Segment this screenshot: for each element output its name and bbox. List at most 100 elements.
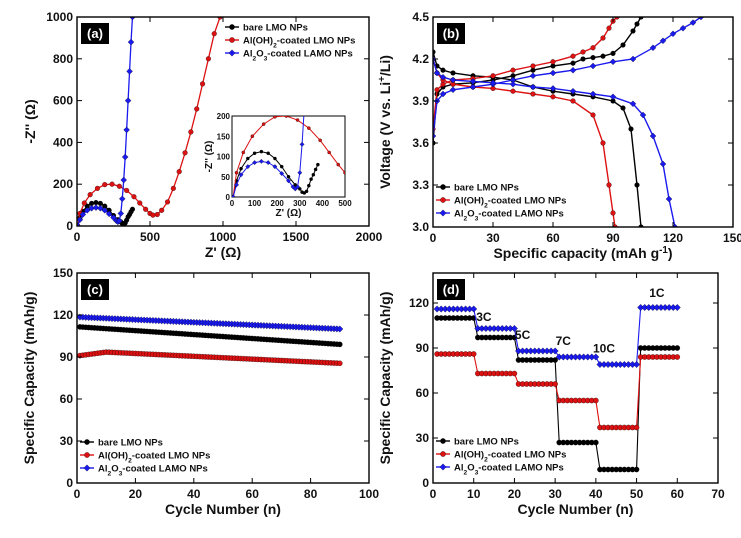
data-point [551,59,556,64]
x-tick-label: 10 [467,487,481,501]
data-point [607,183,612,188]
inset-data-point [355,173,358,176]
panel-label: (d) [443,282,460,297]
data-point [94,200,99,205]
data-point [110,182,115,187]
x-axis-label: Specific capacity (mAh g-1) [493,245,672,262]
data-point [571,61,576,66]
inset-data-point [287,175,290,178]
data-point [470,84,476,90]
legend-marker [440,451,445,456]
data-point [151,213,156,218]
data-point [337,342,342,347]
legend-marker [84,439,89,444]
inset-y-tick: 150 [217,132,231,141]
data-point [188,130,193,135]
data-point [159,208,164,213]
legend-label: bare LMO NPs [454,183,519,194]
data-point [635,183,640,188]
inset-x-label: Z' (Ω) [276,208,302,219]
inset-data-point [239,167,242,170]
x-tick-label: 60 [671,487,685,501]
inset-data-point [314,168,317,171]
inset-data-point [371,149,374,152]
inset-frame [232,116,345,197]
inset-data-point [407,13,410,16]
legend-label: bare LMO NPs [243,23,308,34]
data-point [593,398,598,403]
inset-data-point [262,123,265,126]
rate-annotation: 1C [649,286,665,300]
x-tick-label: 30 [548,487,562,501]
legend-marker [440,210,446,216]
y-tick-label: 3.9 [412,94,429,108]
inset-data-point [348,174,351,177]
data-point [674,304,680,310]
data-point [183,150,188,155]
data-point [531,64,536,69]
x-tick-label: 0 [74,487,81,501]
y-tick-label: 120 [53,308,73,322]
data-point [607,26,612,31]
x-tick-label: 20 [129,487,143,501]
legend-marker [229,50,235,56]
data-point [127,68,133,74]
data-point [571,99,576,104]
inset-y-tick: 50 [221,173,230,182]
inset-data-point [253,152,256,155]
panel-label: (a) [87,26,103,41]
y-tick-label: 3.3 [412,178,429,192]
data-point [171,186,176,191]
inset-x-tick: 300 [293,199,307,208]
data-point [629,127,634,132]
data-point [450,77,456,83]
data-point [435,87,440,92]
y-tick-label: 0 [422,476,429,490]
data-point [491,73,496,78]
y-tick-label: 90 [60,350,74,364]
data-point [200,81,205,86]
data-point [601,141,606,146]
inset-data-point [305,190,308,193]
y-tick-label: 800 [53,52,73,66]
data-point [137,201,142,206]
inset-data-point [251,135,254,138]
data-point [512,371,517,376]
data-point [591,113,596,118]
data-point [591,55,596,60]
legend-marker [440,438,445,443]
data-point [143,207,148,212]
legend-label: Al(OH)2-coated LMO NPs [243,36,355,50]
x-tick-label: 150 [723,231,741,245]
legend-label: Al(OH)2-coated LMO NPs [98,451,210,465]
data-point [621,106,626,111]
data-point [125,98,131,104]
data-point [630,56,636,62]
x-tick-label: 60 [246,487,260,501]
inset-data-point [242,151,245,154]
inset-data-point [307,127,310,130]
inset-data-point [319,139,322,142]
inset-data-point [273,157,276,160]
y-tick-label: 120 [409,296,429,310]
inset-data-point [343,171,346,174]
y-tick-label: 400 [53,135,73,149]
data-point [95,186,100,191]
data-point [570,67,576,73]
x-tick-label: 500 [140,230,160,244]
panel-label: (c) [87,282,103,297]
data-point [611,51,616,56]
x-axis-label: Cycle Number (n) [518,501,634,517]
data-point [130,207,135,212]
inset-data-point [337,163,340,166]
inset-data-point [296,118,299,121]
x-tick-label: 20 [508,487,522,501]
inset-x-tick: 200 [271,199,285,208]
legend-label: Al2O3-coated LAMO NPs [243,49,353,63]
data-point [590,63,596,69]
data-point [177,169,182,174]
data-point [581,57,586,62]
